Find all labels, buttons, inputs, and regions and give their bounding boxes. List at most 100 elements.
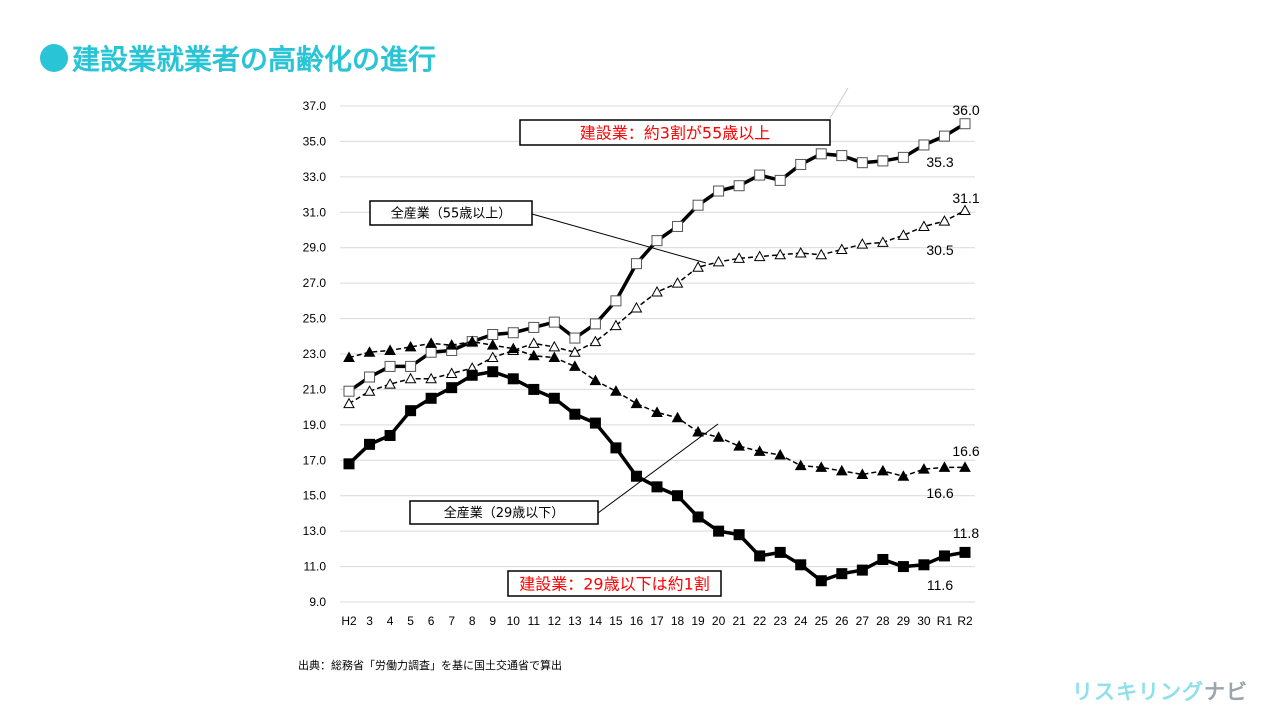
y-tick-label: 19.0 (303, 418, 327, 432)
data-point (404, 340, 417, 352)
data-point (815, 461, 828, 472)
x-tick-label: 23 (774, 614, 788, 628)
data-point (630, 397, 643, 409)
x-tick-label: 24 (794, 614, 808, 628)
callout-leader (597, 423, 719, 514)
data-point (795, 158, 807, 170)
data-point (343, 385, 355, 397)
data-point (938, 130, 950, 142)
data-point (610, 385, 622, 396)
data-point (364, 371, 376, 383)
data-point (794, 459, 807, 471)
data-point (425, 372, 437, 384)
data-point (918, 220, 930, 231)
data-point (651, 406, 663, 417)
x-tick-label: 6 (428, 614, 435, 628)
x-tick-label: 25 (815, 614, 829, 628)
data-point (364, 438, 376, 450)
annotation-text: 建設業：約3割が55歳以上 (580, 123, 771, 142)
data-label: 30.5 (926, 242, 953, 258)
data-label: 16.6 (926, 485, 953, 501)
data-point (363, 385, 376, 396)
data-point (959, 546, 971, 558)
y-tick-label: 27.0 (303, 276, 327, 290)
data-point (938, 550, 950, 562)
data-point (384, 344, 396, 355)
series-line-3 (347, 369, 966, 583)
data-point (548, 340, 561, 352)
y-tick-label: 33.0 (303, 170, 327, 184)
annotation-text: 建設業：29歳以下は約1割 (519, 574, 710, 593)
data-point (610, 295, 622, 307)
data-point (405, 405, 417, 417)
x-tick-label: 3 (366, 614, 373, 628)
y-tick-label: 25.0 (303, 312, 327, 326)
data-point (384, 429, 396, 441)
x-tick-label: 22 (753, 614, 767, 628)
data-label: 31.1 (952, 190, 979, 206)
data-label: 35.3 (926, 154, 953, 170)
data-point (527, 349, 540, 361)
data-point (836, 568, 848, 580)
data-point (343, 458, 355, 470)
y-tick-label: 13.0 (303, 524, 327, 538)
data-point (589, 374, 602, 386)
data-point (712, 431, 725, 442)
data-point (507, 342, 520, 354)
y-tick-label: 21.0 (303, 382, 327, 396)
data-point (466, 369, 478, 381)
x-tick-label: 15 (609, 614, 623, 628)
data-point (877, 553, 889, 565)
data-point (672, 490, 684, 502)
data-point (630, 470, 642, 482)
data-point (815, 575, 827, 587)
data-point (774, 546, 786, 558)
data-point (528, 321, 540, 333)
data-point (754, 550, 766, 562)
data-point (363, 346, 376, 357)
y-tick-label: 11.0 (304, 560, 327, 574)
annotation-box (507, 570, 722, 597)
y-tick-label: 29.0 (303, 241, 327, 255)
annotation-text: 全産業（55歳以上） (391, 206, 512, 222)
data-point (589, 417, 601, 429)
x-tick-label: H2 (341, 614, 357, 628)
data-point (425, 346, 437, 358)
y-tick-label: 31.0 (303, 205, 327, 219)
data-point (754, 169, 766, 181)
x-tick-label: 30 (917, 614, 931, 628)
data-point (405, 360, 417, 372)
x-tick-label: 26 (835, 614, 849, 628)
data-point (713, 185, 725, 197)
x-tick-label: 29 (897, 614, 911, 628)
data-point (897, 470, 910, 481)
data-point (918, 139, 930, 151)
data-point (959, 118, 971, 130)
data-point (692, 425, 704, 437)
y-tick-label: 35.0 (303, 134, 327, 148)
page-title: 建設業就業者の高齢化の進行 (40, 38, 436, 78)
data-point (610, 442, 622, 454)
data-point (548, 316, 560, 328)
data-point (569, 408, 581, 420)
bullet-dot-icon (40, 44, 68, 72)
x-tick-label: 19 (691, 614, 705, 628)
y-tick-label: 37.0 (303, 99, 327, 113)
data-point (343, 397, 355, 409)
data-point (938, 461, 951, 472)
y-tick-label: 17.0 (303, 453, 327, 467)
y-tick-label: 9.0 (309, 595, 326, 609)
x-tick-label: 4 (387, 614, 394, 628)
data-point (445, 367, 458, 378)
data-point (713, 525, 725, 537)
x-tick-label: 11 (528, 614, 541, 628)
data-point (466, 335, 479, 347)
data-point (671, 277, 684, 288)
data-label: 36.0 (952, 102, 979, 118)
data-point (733, 252, 745, 263)
data-point (445, 339, 458, 350)
data-point (795, 559, 807, 571)
series-line-0 (348, 122, 966, 393)
data-point (774, 448, 787, 460)
